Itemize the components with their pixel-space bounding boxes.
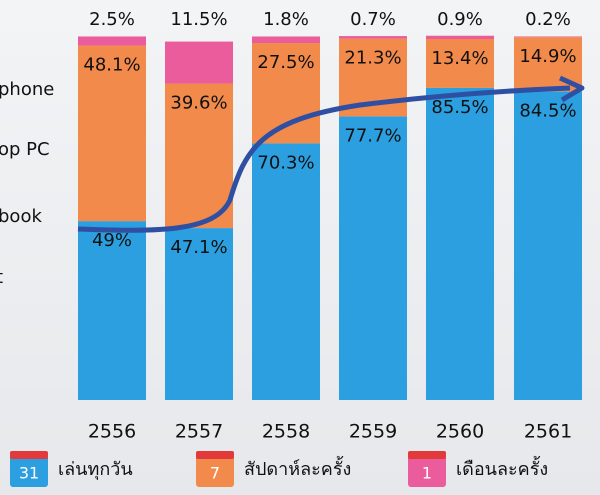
- bar-segment: [165, 228, 233, 400]
- side-label: phone: [0, 79, 54, 100]
- x-tick-label: 2559: [349, 421, 397, 443]
- legend-item: 31 เล่นทุกวัน: [10, 451, 133, 487]
- bar-segment: [165, 41, 233, 84]
- bar-segment: [514, 91, 582, 400]
- legend-icon-top: [408, 451, 446, 459]
- x-tick-label: 2561: [524, 421, 572, 443]
- value-label: 84.5%: [519, 101, 576, 122]
- bar-segment: [78, 221, 146, 400]
- x-tick-label: 2558: [262, 421, 310, 443]
- legend-icon-top: [196, 451, 234, 459]
- legend-item: 7 สัปดาห์ละครั้ง: [196, 451, 351, 487]
- value-label: 1.8%: [263, 9, 309, 30]
- bar-segment: [426, 39, 494, 88]
- legend-icon-number: 31: [19, 464, 39, 483]
- value-label: 0.9%: [437, 9, 483, 30]
- bar-segment: [252, 143, 320, 400]
- legend-label: เดือนละครั้ง: [456, 456, 548, 480]
- value-label: 21.3%: [344, 48, 401, 69]
- value-label: 70.3%: [257, 152, 314, 173]
- legend-icon: [408, 455, 446, 487]
- value-label: 11.5%: [170, 9, 227, 30]
- value-label: 85.5%: [431, 97, 488, 118]
- bar-segment: [78, 36, 146, 46]
- bar-segment: [426, 87, 494, 401]
- value-label: 49%: [92, 230, 132, 251]
- legend-label: เล่นทุกวัน: [58, 459, 133, 480]
- side-label: t: [0, 267, 3, 288]
- value-label: 27.5%: [257, 52, 314, 73]
- legend-icon: [10, 455, 48, 487]
- bar-segment: [339, 36, 407, 39]
- value-label: 13.4%: [431, 48, 488, 69]
- legend-item: 1 เดือนละครั้ง: [408, 451, 548, 487]
- bars: [78, 35, 582, 401]
- value-label: 77.7%: [344, 125, 401, 146]
- bar-segment: [165, 83, 233, 229]
- bar-segment: [78, 45, 146, 222]
- legend-label: สัปดาห์ละครั้ง: [244, 456, 351, 480]
- x-tick-label: 2560: [436, 421, 484, 443]
- value-label: 48.1%: [83, 55, 140, 76]
- legend-icon: [196, 455, 234, 487]
- x-tick-label: 2556: [88, 421, 136, 443]
- bar-segment: [426, 35, 494, 40]
- value-label: 2.5%: [89, 9, 135, 30]
- side-label: book: [0, 206, 42, 227]
- legend-icon-number: 1: [422, 464, 432, 483]
- value-label: 0.7%: [350, 9, 396, 30]
- bar-segment: [252, 36, 320, 44]
- bar-segment: [339, 116, 407, 401]
- side-label: op PC: [0, 139, 50, 160]
- legend-icon-top: [10, 451, 48, 459]
- value-label: 39.6%: [170, 93, 227, 114]
- value-label: 14.9%: [519, 46, 576, 67]
- x-tick-label: 2557: [175, 421, 223, 443]
- arrow-head: [558, 75, 585, 103]
- value-label: 47.1%: [170, 237, 227, 258]
- legend-icon-number: 7: [210, 464, 220, 483]
- trend-arrow: [77, 85, 571, 233]
- value-label: 0.2%: [525, 9, 571, 30]
- bar-segment: [514, 36, 582, 38]
